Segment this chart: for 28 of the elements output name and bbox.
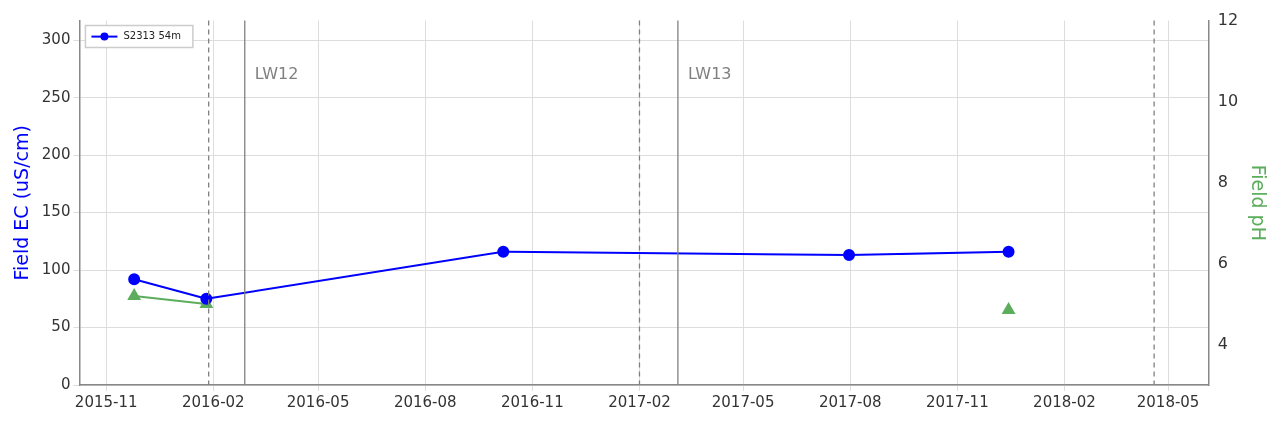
y2-tick-label: 10 bbox=[1217, 90, 1239, 110]
y2-tick-label: 12 bbox=[1217, 9, 1239, 29]
ref-line-label: LW12 bbox=[254, 63, 299, 83]
x-tick-label: 2017-02 bbox=[608, 392, 671, 411]
legend-label: S2313 54m bbox=[123, 30, 181, 42]
x-tick-label: 2016-11 bbox=[501, 392, 564, 411]
y-axis-title: Field EC (uS/cm) bbox=[10, 125, 33, 281]
y-tick-label: 50 bbox=[51, 317, 71, 336]
x-tick-label: 2017-08 bbox=[818, 392, 882, 411]
x-tick-label: 2016-05 bbox=[286, 392, 350, 411]
y2-tick-label: 6 bbox=[1217, 252, 1229, 272]
x-tick-label: 2018-05 bbox=[1136, 392, 1200, 411]
y-tick-label: 300 bbox=[41, 30, 71, 49]
y2-axis-title: Field pH bbox=[1247, 164, 1270, 241]
x-tick-label: 2018-02 bbox=[1033, 392, 1096, 411]
y-tick-label: 250 bbox=[41, 87, 71, 106]
y-tick-label: 0 bbox=[60, 374, 71, 393]
ref-line-label: LW13 bbox=[687, 63, 732, 83]
x-tick-label: 2015-11 bbox=[74, 392, 138, 411]
y-tick-label: 100 bbox=[41, 259, 71, 278]
y-tick-label: 150 bbox=[41, 202, 71, 221]
x-tick-label: 2017-05 bbox=[711, 392, 775, 411]
y2-tick-label: 8 bbox=[1217, 171, 1229, 191]
x-tick-label: 2016-08 bbox=[393, 392, 457, 411]
y2-tick-label: 4 bbox=[1217, 333, 1229, 353]
x-tick-label: 2017-11 bbox=[926, 392, 989, 411]
y-tick-label: 200 bbox=[41, 144, 71, 163]
x-tick-label: 2016-02 bbox=[181, 392, 245, 411]
